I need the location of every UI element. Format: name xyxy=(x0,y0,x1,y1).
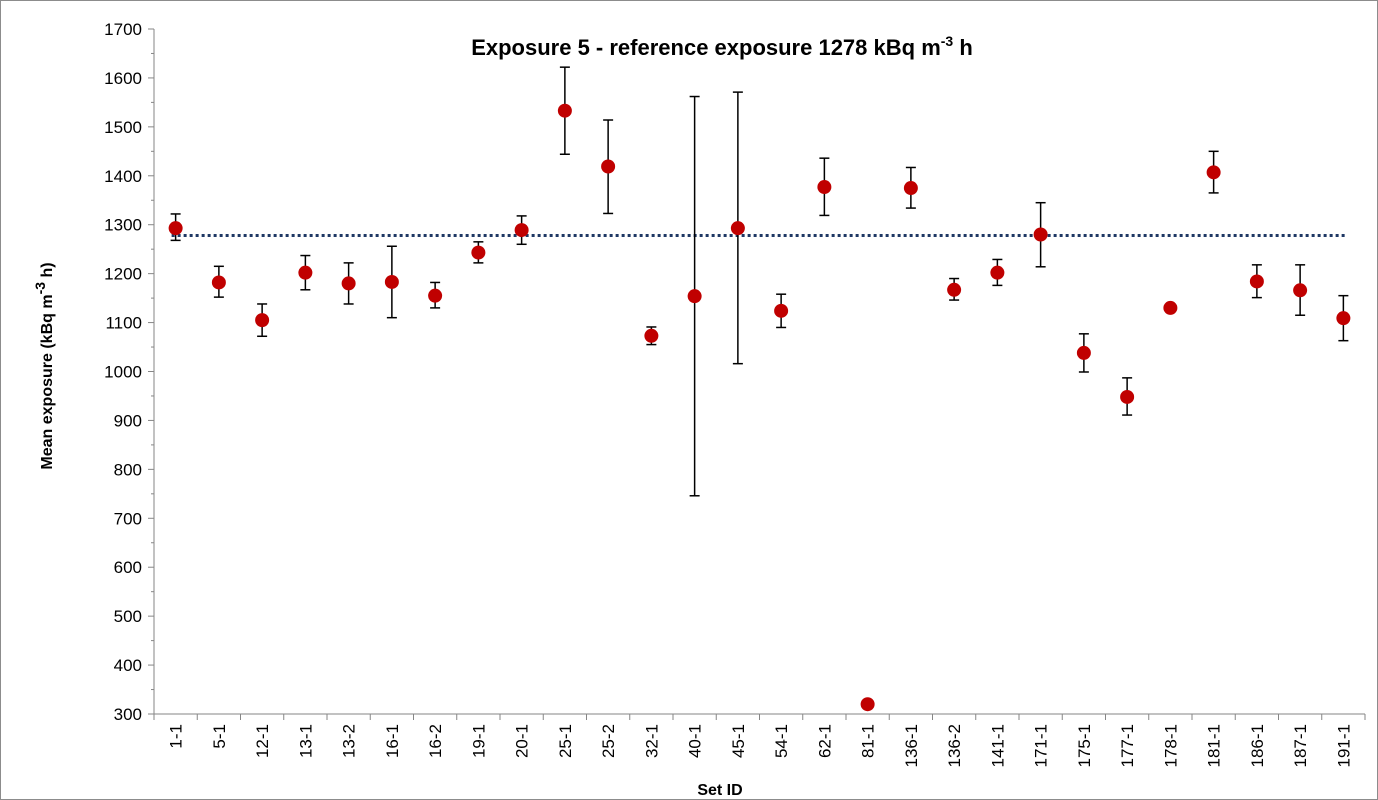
x-tick-label: 181-1 xyxy=(1205,724,1224,767)
y-tick-label: 1100 xyxy=(105,314,142,333)
y-tick-label: 1700 xyxy=(104,20,142,39)
y-tick-label: 800 xyxy=(114,460,142,479)
y-tick-label: 1200 xyxy=(104,265,142,284)
data-point xyxy=(644,328,659,343)
y-tick-label: 1600 xyxy=(104,69,142,88)
data-point xyxy=(384,274,399,289)
x-tick-label: 177-1 xyxy=(1118,724,1137,767)
data-point xyxy=(298,265,313,280)
data-point xyxy=(774,303,789,318)
data-point xyxy=(557,103,572,118)
x-tick-label: 175-1 xyxy=(1075,724,1094,767)
x-tick-label: 12-1 xyxy=(253,724,272,758)
data-point xyxy=(730,221,745,236)
data-point xyxy=(428,288,443,303)
data-point xyxy=(601,159,616,174)
y-axis-title: Mean exposure (kBq m-3 h) xyxy=(32,262,56,469)
x-tick-label: 191-1 xyxy=(1334,724,1353,767)
x-tick-label: 178-1 xyxy=(1161,724,1180,767)
data-point xyxy=(1293,283,1308,298)
x-tick-label: 187-1 xyxy=(1291,724,1310,767)
chart-title: Exposure 5 - reference exposure 1278 kBq… xyxy=(471,33,973,60)
data-point xyxy=(1249,274,1264,289)
x-tick-label: 16-2 xyxy=(426,724,445,758)
x-tick-label: 25-1 xyxy=(556,724,575,758)
x-tick-label: 1-1 xyxy=(167,724,186,749)
y-axis-title-tail: h) xyxy=(39,262,56,282)
data-point xyxy=(817,180,832,195)
x-tick-label: 186-1 xyxy=(1248,724,1267,767)
data-point xyxy=(1163,300,1178,315)
x-tick-label: 25-2 xyxy=(599,724,618,758)
data-point xyxy=(211,275,226,290)
data-point xyxy=(1076,345,1091,360)
data-point xyxy=(1206,165,1221,180)
y-tick-label: 300 xyxy=(114,705,142,724)
y-axis-title-sup: -3 xyxy=(32,282,48,295)
x-tick-label: 19-1 xyxy=(469,724,488,758)
x-axis-title: Set ID xyxy=(697,782,742,799)
x-tick-label: 16-1 xyxy=(383,724,402,758)
data-point xyxy=(1033,227,1048,242)
x-tick-label: 62-1 xyxy=(815,724,834,758)
x-tick-label: 81-1 xyxy=(859,724,878,758)
chart-title-sup: -3 xyxy=(941,33,954,49)
x-tick-label: 171-1 xyxy=(1032,724,1051,767)
data-point xyxy=(860,697,875,712)
data-point xyxy=(1120,389,1135,404)
y-ticks: 300 400 500 600 700 800 900 1000 1100 1200 1300 140… xyxy=(104,20,154,724)
y-tick-label: 1000 xyxy=(104,363,142,382)
data-point xyxy=(990,265,1005,280)
y-tick-label: 700 xyxy=(114,509,142,528)
x-tick-label: 13-1 xyxy=(296,724,315,758)
y-tick-label: 600 xyxy=(114,558,142,577)
data-point xyxy=(1336,311,1351,326)
x-tick-label: 40-1 xyxy=(686,724,705,758)
y-tick-label: 1400 xyxy=(104,167,142,186)
x-tick-label: 5-1 xyxy=(210,724,229,749)
chart-title-main: Exposure 5 - reference exposure 1278 kBq… xyxy=(471,35,941,60)
x-tick-label: 32-1 xyxy=(642,724,661,758)
x-tick-label: 136-2 xyxy=(945,724,964,767)
x-tick-label: 20-1 xyxy=(513,724,532,758)
data-point xyxy=(471,245,486,260)
data-points xyxy=(168,103,1351,712)
y-tick-label: 400 xyxy=(114,656,142,675)
x-ticks: 1-1 5-1 12-1 13-1 13-2 16-1 16-2 19-1 20-1 25-1 25… xyxy=(153,714,1366,767)
x-tick-label: 13-2 xyxy=(340,724,359,758)
data-point xyxy=(687,289,702,304)
x-tick-label: 54-1 xyxy=(772,724,791,758)
x-tick-label: 141-1 xyxy=(988,724,1007,767)
x-tick-label: 45-1 xyxy=(729,724,748,758)
y-axis-title-main: Mean exposure (kBq m xyxy=(39,294,56,469)
chart-title-tail: h xyxy=(953,35,973,60)
data-point xyxy=(903,181,918,196)
data-point xyxy=(168,221,183,236)
y-tick-label: 900 xyxy=(114,411,142,430)
y-tick-label: 1300 xyxy=(104,216,142,235)
data-point xyxy=(255,313,270,328)
data-point xyxy=(947,282,962,297)
y-tick-label: 1500 xyxy=(104,118,142,137)
y-tick-label: 500 xyxy=(114,607,142,626)
x-tick-label: 136-1 xyxy=(902,724,921,767)
data-point xyxy=(341,276,356,291)
data-point xyxy=(514,223,529,238)
